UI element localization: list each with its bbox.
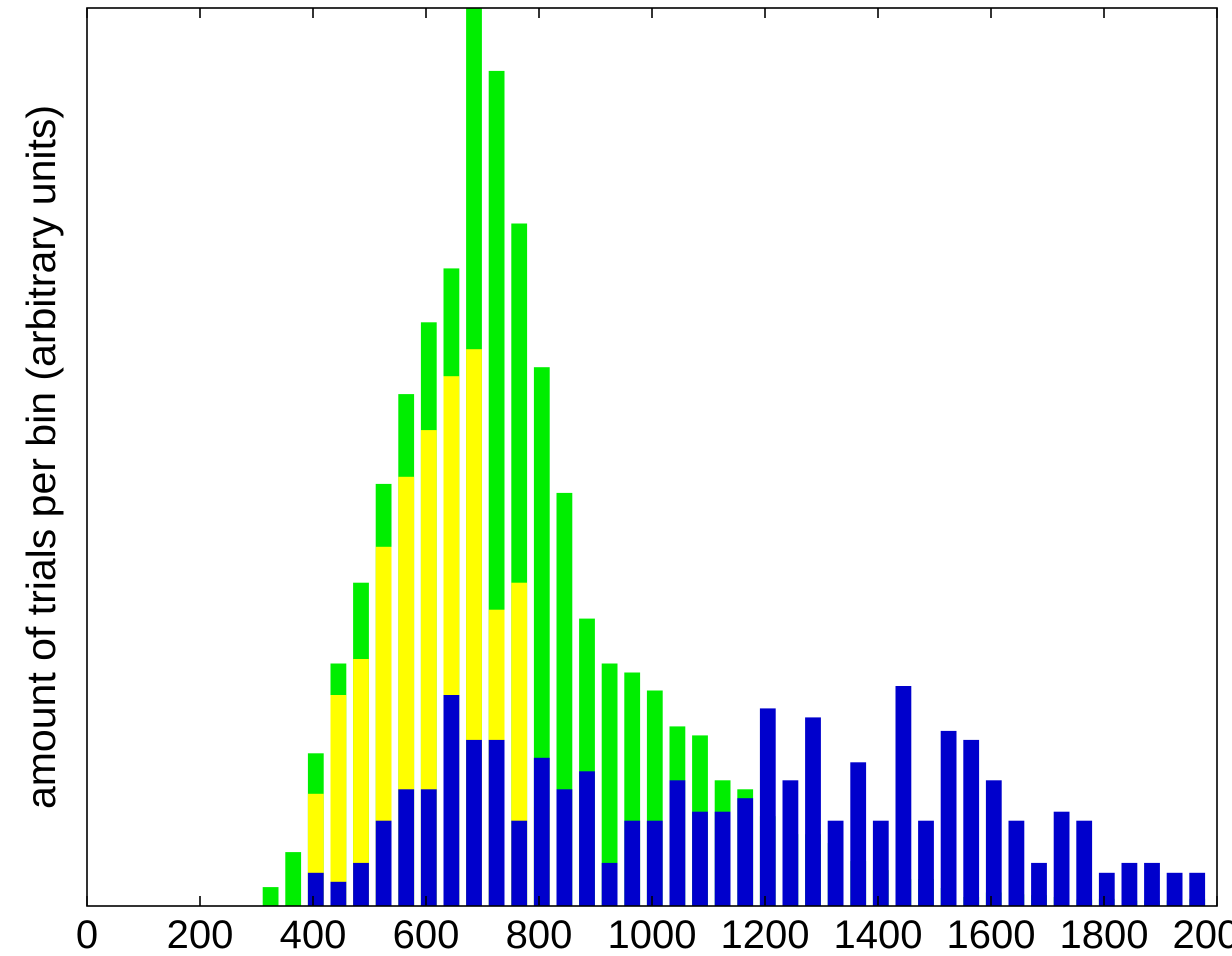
bar-series2-bin-445 [330,695,347,906]
bar-series3-bin-1285 [805,717,821,906]
axes-layer: 0 200 400 600 800 1000 1200 1400 1600 1800 2000 [76,7,1232,956]
bars-layer [262,8,1206,907]
bar-series3-bin-1565 [963,739,980,906]
bar-series3-bin-445 [330,881,347,906]
x-tick-label-1400: 1400 [834,913,923,956]
x-tick-label-1200: 1200 [721,913,810,956]
bar-series3-bin-1125 [714,811,731,906]
bar-series3-bin-405 [307,872,324,906]
bar-series3-bin-1205 [759,708,776,906]
bar-series3-bin-485 [353,862,369,906]
bar-series3-bin-1005 [646,820,663,906]
bar-series3-bin-1245 [782,780,799,906]
bar-series3-bin-565 [398,789,415,906]
bar-series3-bin-1405 [872,820,889,906]
bar-series3-bin-1045 [669,780,686,906]
bar-series3-bin-1365 [850,762,867,906]
x-tick-label-0: 0 [76,913,98,956]
y-axis-label: amount of trials per bin (arbitrary unit… [18,105,64,809]
bar-series3-bin-1325 [827,820,844,906]
bar-series2-bin-485 [353,659,369,906]
bar-series3-bin-685 [466,739,482,906]
bar-series3-bin-1525 [940,730,957,906]
x-tick-label-2000: 2000 [1173,913,1232,956]
bar-series3-bin-605 [420,789,437,906]
x-tick-label-400: 400 [280,913,347,956]
bar-series3-bin-1085 [692,811,708,906]
bar-series3-bin-845 [556,789,573,906]
x-tick-label-1600: 1600 [947,913,1036,956]
bar-series1-bin-325 [262,887,279,906]
bar-series3-bin-1165 [737,798,754,906]
bar-series3-bin-1485 [918,820,934,906]
x-tick-label-200: 200 [167,913,234,956]
bar-series3-bin-1885 [1144,862,1160,906]
bar-series3-bin-765 [511,820,528,906]
bar-series3-bin-1925 [1166,872,1183,906]
bar-series3-bin-925 [601,862,618,906]
x-tick-label-1800: 1800 [1060,913,1149,956]
bar-series3-bin-805 [533,757,550,906]
bar-series3-bin-1965 [1189,872,1206,906]
bar-series3-bin-1605 [985,780,1002,906]
x-tick-label-600: 600 [393,913,460,956]
bar-series3-bin-525 [375,820,392,906]
bar-series3-bin-1845 [1121,862,1138,906]
x-tick-label-1000: 1000 [608,913,697,956]
bar-series3-bin-1765 [1076,820,1093,906]
x-tick-label-800: 800 [506,913,573,956]
bar-series3-bin-1685 [1031,862,1047,906]
bar-series1-bin-365 [285,852,302,906]
bar-series1-bin-925 [601,663,618,906]
bar-series3-bin-1725 [1053,811,1070,906]
bar-series3-bin-885 [579,771,595,906]
bar-series3-bin-1445 [895,686,912,906]
bar-series3-bin-725 [488,739,505,906]
bar-series3-bin-1645 [1008,820,1025,906]
bar-series2-bin-605 [420,430,437,906]
bar-series2-bin-525 [375,546,392,906]
bar-series3-bin-965 [624,820,641,906]
bar-series3-bin-1805 [1098,872,1115,906]
bar-series3-bin-645 [443,695,460,906]
